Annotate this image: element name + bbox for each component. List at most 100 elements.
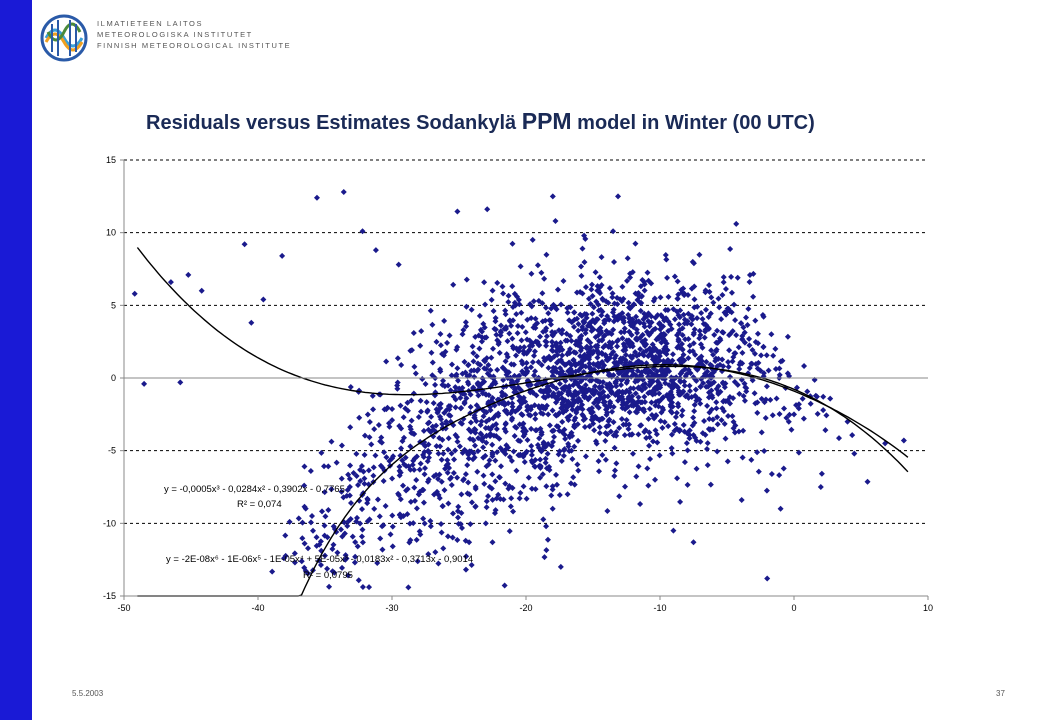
data-point [505,369,512,376]
data-point [727,245,734,252]
data-point [448,372,455,379]
data-point [691,419,698,426]
data-point [472,483,479,490]
data-point [607,428,614,435]
data-point [638,299,645,306]
data-point [530,298,537,305]
data-point [729,358,736,365]
data-point [583,343,590,350]
data-point [357,520,364,527]
data-point [452,447,459,454]
data-point [510,508,517,515]
data-point [668,325,675,332]
data-point [688,285,695,292]
data-point [386,423,393,430]
data-point [615,193,622,200]
data-point [653,346,660,353]
data-point [493,331,500,338]
data-point [483,463,490,470]
data-point [697,438,704,445]
data-point [640,406,647,413]
data-point [632,390,639,397]
data-point [377,462,384,469]
data-point [316,541,323,548]
data-point [625,425,632,432]
data-point [326,583,333,590]
data-point [410,520,417,527]
data-point [763,352,770,359]
data-point [513,467,520,474]
data-point [450,281,457,288]
data-point [693,465,700,472]
data-point [408,397,415,404]
data-point [526,343,533,350]
data-point [301,564,308,571]
data-point [468,306,475,313]
data-point [638,372,645,379]
data-point [484,206,491,213]
data-point [675,291,682,298]
data-point [614,343,621,350]
data-point [646,442,653,449]
data-point [647,456,654,463]
data-point [441,317,448,324]
data-point [654,439,661,446]
data-point [389,523,396,530]
data-point [657,294,664,301]
data-point [698,309,705,316]
data-point [399,482,406,489]
data-point [731,378,738,385]
data-point [827,395,834,402]
data-point [755,340,762,347]
data-point [610,228,617,235]
data-point [507,318,514,325]
data-point [616,424,623,431]
data-point [604,431,611,438]
data-point [703,383,710,390]
data-point [549,428,556,435]
data-point [681,290,688,297]
data-point [396,472,403,479]
data-point [686,342,693,349]
data-point [444,469,451,476]
data-point [900,437,907,444]
data-point [474,448,481,455]
data-point [509,403,516,410]
data-point [758,395,765,402]
data-point [377,535,384,542]
data-point [557,339,564,346]
data-point [590,304,597,311]
data-point [588,327,595,334]
data-point [439,420,446,427]
data-point [707,426,714,433]
data-point [426,449,433,456]
data-point [671,427,678,434]
data-point [573,289,580,296]
data-point [503,442,510,449]
data-point [681,459,688,466]
data-point [538,269,545,276]
data-point [569,401,576,408]
data-point [647,346,654,353]
data-point [317,562,324,569]
data-point [383,454,390,461]
data-point [532,321,539,328]
data-point [611,467,618,474]
data-point [357,478,364,485]
data-point [526,337,533,344]
data-point [481,357,488,364]
data-point [626,319,633,326]
data-point [307,467,314,474]
data-point [691,326,698,333]
data-point [513,311,520,318]
data-point [610,318,617,325]
fmi-logo-icon [40,14,88,62]
data-point [515,437,522,444]
data-point [607,398,614,405]
data-point [454,365,461,372]
data-point [440,377,447,384]
data-point [697,383,704,390]
data-point [646,405,653,412]
data-point [562,337,569,344]
data-point [411,363,418,370]
